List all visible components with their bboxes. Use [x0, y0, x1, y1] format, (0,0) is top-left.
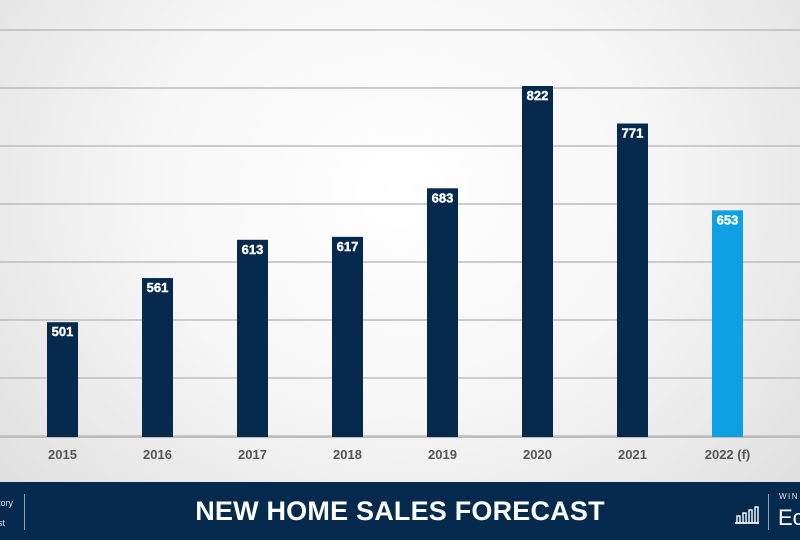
footer-left-text: tory st: [0, 493, 13, 533]
x-tick-label: 2020: [523, 447, 552, 462]
chart-area: 501 2015 561 2016 613 2017 617 2018 683 2019 822 20…: [0, 29, 800, 462]
footer-divider: [24, 494, 25, 530]
data-label: 771: [622, 126, 644, 141]
data-label: 617: [337, 239, 359, 254]
x-tick-label: 2019: [428, 447, 457, 462]
x-tick-label: 2018: [333, 447, 362, 462]
x-tick-label: 2022 (f): [705, 447, 751, 462]
brand-logo: WIN Ec: [730, 490, 800, 534]
x-tick-label: 2017: [238, 447, 267, 462]
bar-2015: [47, 322, 78, 437]
data-label: 653: [717, 212, 739, 227]
bar-2019: [427, 188, 458, 437]
bar-2020: [522, 86, 553, 437]
x-tick-label: 2015: [48, 447, 77, 462]
footer-title: NEW HOME SALES FORECAST: [195, 496, 605, 526]
logo-divider: [768, 494, 769, 530]
footer-banner: tory st NEW HOME SALES FORECAST WIN Ec: [0, 482, 800, 540]
bar-2017: [237, 239, 268, 437]
bar-2021: [617, 123, 648, 437]
footer-left-line2: st: [0, 518, 6, 528]
bar-2018: [332, 236, 363, 437]
bar-chart-icon: [735, 506, 759, 524]
data-label: 822: [527, 88, 549, 103]
x-tick-label: 2016: [143, 447, 172, 462]
logo-big-text: Ec: [778, 505, 800, 530]
data-label: 683: [432, 190, 454, 205]
x-tick-label: 2021: [618, 447, 647, 462]
data-label: 561: [147, 280, 169, 295]
data-label: 613: [242, 242, 264, 257]
footer-left-line1: tory: [0, 498, 14, 508]
bar-2016: [142, 278, 173, 437]
bar-2022f: [712, 210, 743, 437]
logo-small-text: WIN: [779, 492, 800, 501]
data-label: 501: [52, 324, 74, 339]
bar-chart: 501 2015 561 2016 613 2017 617 2018 683 2019 822 20…: [0, 29, 800, 462]
